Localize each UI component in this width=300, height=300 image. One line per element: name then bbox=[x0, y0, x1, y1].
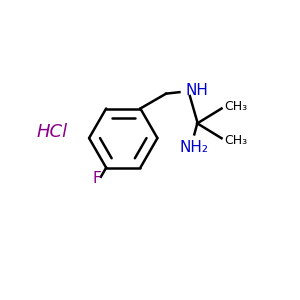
Text: CH₃: CH₃ bbox=[224, 134, 248, 147]
Text: F: F bbox=[92, 170, 101, 185]
Text: NH: NH bbox=[185, 83, 208, 98]
Text: CH₃: CH₃ bbox=[224, 100, 248, 113]
Text: HCl: HCl bbox=[36, 123, 68, 141]
Text: NH₂: NH₂ bbox=[180, 140, 209, 155]
